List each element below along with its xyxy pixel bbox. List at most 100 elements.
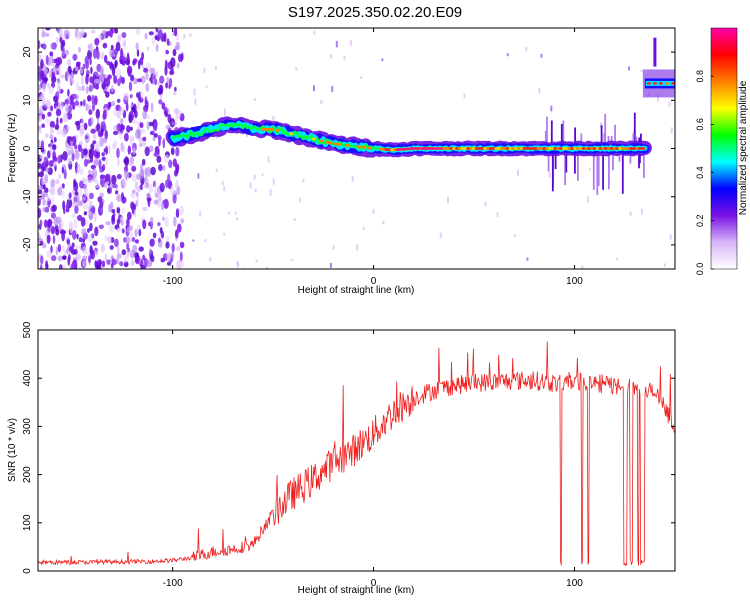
noise-blob (116, 98, 121, 103)
noise-blob (71, 188, 75, 196)
noise-blob (121, 249, 127, 256)
noise-blob (142, 254, 146, 261)
noise-blob (76, 31, 81, 41)
ridge-peak (427, 147, 431, 150)
noise-blob (72, 53, 78, 61)
noise-blob (61, 166, 65, 174)
noise-blob (165, 82, 169, 89)
noise-blob (103, 136, 108, 144)
noise-speck (249, 182, 252, 189)
noise-blob (116, 123, 121, 132)
noise-speck (447, 197, 449, 203)
snr-x-tick-label: -100 (163, 578, 183, 589)
noise-blob (54, 124, 60, 130)
noise-blob (75, 245, 80, 249)
spectrogram-y-tick-label: 20 (22, 46, 33, 58)
noise-speck (525, 47, 528, 52)
noise-blob (161, 102, 166, 110)
noise-speck (538, 88, 541, 94)
noise-blob (94, 84, 99, 90)
noise-blob (139, 142, 143, 148)
noise-blob (121, 208, 125, 215)
noise-blob (53, 95, 58, 103)
noise-blob (155, 35, 158, 41)
noise-blob (141, 52, 145, 60)
noise-blob (76, 81, 80, 91)
noise-blob (90, 164, 96, 170)
noise-blob (73, 218, 78, 230)
noise-blob (51, 204, 57, 212)
noise-blob (96, 123, 100, 131)
noise-blob (131, 106, 136, 112)
noise-speck (506, 53, 509, 57)
noise-blob (45, 260, 49, 269)
noise-blob (57, 255, 63, 262)
noise-blob (116, 227, 123, 233)
noise-blob (171, 121, 177, 126)
noise-blob (104, 235, 108, 241)
noise-blob (56, 129, 62, 136)
noise-blob (98, 224, 105, 229)
noise-blob (74, 100, 80, 106)
noise-blob (170, 147, 175, 156)
noise-blob (141, 158, 146, 166)
noise-blob (94, 260, 98, 268)
noise-blob (136, 78, 143, 83)
noise-blob (145, 71, 149, 80)
noise-blob (40, 58, 44, 69)
noise-blob (39, 104, 43, 114)
noise-blob (49, 186, 56, 196)
noise-blob (55, 228, 60, 236)
noise-blob (48, 85, 54, 95)
noise-blob (82, 63, 86, 69)
snr-x-tick-label: 0 (371, 578, 377, 589)
noise-blob (138, 137, 143, 143)
spectrogram-y-ticks: -20 -10 0 10 20 (22, 46, 675, 252)
noise-blob (156, 155, 162, 163)
noise-speck (261, 173, 264, 176)
noise-blob (166, 251, 172, 261)
noise-blob (71, 153, 75, 162)
noise-speck (205, 85, 208, 88)
noise-blob (84, 179, 88, 186)
late-band-hotspot (646, 82, 651, 85)
noise-blob (63, 112, 69, 123)
noise-blob (83, 148, 87, 155)
noise-blob (158, 193, 162, 202)
noise-blob (116, 147, 120, 159)
noise-blob (80, 101, 83, 106)
noise-blob (111, 143, 117, 150)
noise-speck (204, 239, 207, 243)
noise-blob (55, 108, 62, 117)
noise-blob (68, 105, 72, 113)
noise-blob (156, 190, 160, 195)
noise-speck (640, 208, 643, 215)
noise-blob (121, 178, 128, 187)
noise-blob (94, 212, 97, 223)
noise-blob (119, 118, 124, 124)
spectrogram-y-tick-label: -10 (22, 189, 33, 204)
noise-blob (168, 159, 173, 169)
noise-speck (332, 245, 335, 250)
snr-y-tick-label: 100 (22, 514, 33, 531)
noise-blob (153, 133, 158, 138)
noise-blob (164, 154, 170, 164)
ridge-hotspot (362, 146, 367, 149)
noise-blob (179, 241, 185, 249)
noise-blob (41, 31, 47, 38)
noise-speck (663, 263, 666, 267)
spectrogram-noise-cloud (38, 28, 675, 269)
noise-blob (147, 114, 151, 120)
noise-blob (88, 192, 94, 200)
noise-blob (52, 156, 58, 163)
noise-blob (49, 126, 54, 135)
noise-blob (175, 208, 180, 219)
noise-blob (58, 173, 61, 180)
late-band-hotspot (664, 82, 669, 85)
noise-blob (112, 130, 119, 136)
noise-blob (88, 84, 94, 92)
noise-blob (92, 140, 97, 145)
noise-blob (159, 227, 163, 234)
noise-blob (172, 158, 177, 167)
noise-blob (126, 211, 132, 220)
